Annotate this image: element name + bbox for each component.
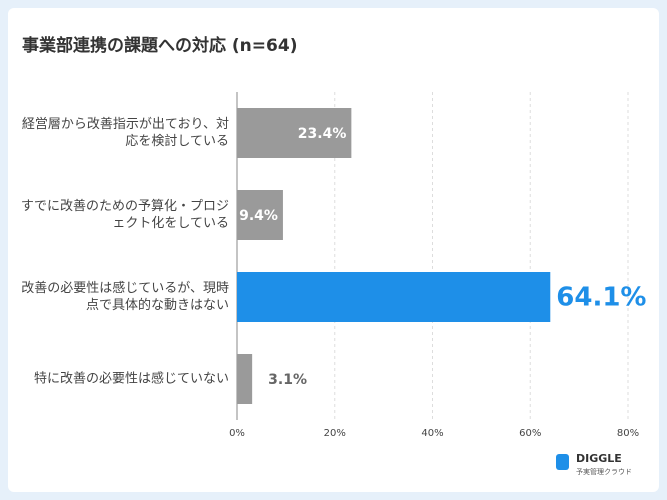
category-label: すでに改善のための予算化・プロジェクト化をしている bbox=[20, 199, 229, 231]
category-label: 改善の必要性は感じているが、現時点で具体的な動きはない bbox=[21, 281, 229, 313]
category-label: 経営層から改善指示が出ており、対応を検討している bbox=[21, 117, 229, 149]
brand-name: DIGGLE bbox=[576, 452, 622, 465]
value-label: 64.1% bbox=[556, 283, 646, 313]
value-label: 23.4% bbox=[298, 126, 347, 142]
bar bbox=[237, 190, 283, 240]
bar bbox=[237, 108, 352, 158]
logo: DIGGLE 予実管理クラウド bbox=[556, 452, 632, 476]
bar bbox=[237, 354, 253, 404]
x-tick-label: 60% bbox=[519, 428, 541, 439]
value-label: 9.4% bbox=[239, 208, 278, 224]
value-label: 3.1% bbox=[268, 372, 307, 388]
x-tick-label: 20% bbox=[324, 428, 346, 439]
card bbox=[8, 8, 659, 492]
x-tick-label: 40% bbox=[421, 428, 443, 439]
bar bbox=[237, 272, 551, 322]
x-tick-label: 0% bbox=[229, 428, 245, 439]
logo-icon bbox=[556, 454, 569, 470]
category-label: 特に改善の必要性は感じていない bbox=[33, 371, 229, 387]
chart-title: 事業部連携の課題への対応 (n=64) bbox=[22, 35, 297, 56]
brand-tagline: 予実管理クラウド bbox=[576, 467, 632, 476]
x-tick-label: 80% bbox=[617, 428, 639, 439]
